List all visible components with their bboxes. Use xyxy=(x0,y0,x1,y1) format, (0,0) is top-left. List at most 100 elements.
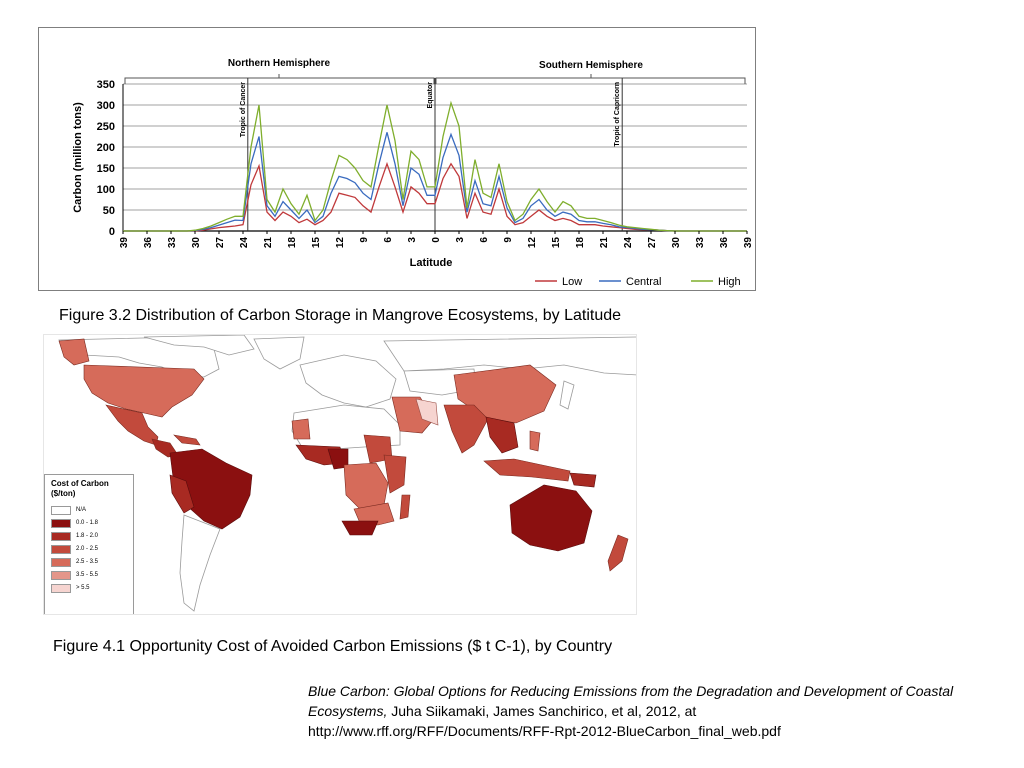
marker-label: Tropic of Capricorn xyxy=(614,82,621,147)
y-tick-label: 200 xyxy=(97,142,115,154)
x-tick-label: 36 xyxy=(719,237,730,249)
legend-row: 0.0 - 1.8 xyxy=(51,517,127,529)
x-tick-label: 21 xyxy=(599,237,610,249)
y-tick-label: 250 xyxy=(97,121,115,133)
legend-row: > 5.5 xyxy=(51,582,127,594)
legend-swatch xyxy=(51,518,71,528)
map-country-mauritania xyxy=(291,418,311,440)
reference-citation: Blue Carbon: Global Options for Reducing… xyxy=(308,681,988,741)
x-tick-label: 15 xyxy=(311,237,322,249)
x-tick-label: 24 xyxy=(623,237,634,249)
map-region-south-america-south xyxy=(179,514,221,612)
map-country-south-africa xyxy=(341,520,379,536)
legend-swatch xyxy=(51,583,71,593)
legend-swatch xyxy=(51,505,71,515)
x-tick-label: 30 xyxy=(671,237,682,249)
legend-title: Cost of Carbon ($/ton) xyxy=(51,479,109,498)
x-tick-label: 39 xyxy=(119,237,130,249)
x-tick-label: 27 xyxy=(647,237,658,249)
legend-row: 1.8 - 2.0 xyxy=(51,530,127,542)
series-line-central xyxy=(123,132,747,232)
legend-swatch xyxy=(51,557,71,567)
series-line-high xyxy=(123,100,747,232)
y-tick-label: 300 xyxy=(97,100,115,112)
legend-label-low: Low xyxy=(562,276,582,288)
legend-row: 3.5 - 5.5 xyxy=(51,569,127,581)
map-country-iran xyxy=(415,398,439,426)
map-country-alaska xyxy=(58,338,90,366)
y-tick-label: 150 xyxy=(97,163,115,175)
southern-hemisphere-bracket xyxy=(435,77,746,84)
reference-authors: Juha Siikamaki, James Sanchirico, et al,… xyxy=(387,703,697,719)
x-tick-label: 36 xyxy=(143,237,154,249)
legend-row: 2.5 - 3.5 xyxy=(51,556,127,568)
legend-label: 0.0 - 1.8 xyxy=(76,520,99,526)
southern-hemisphere-label: Southern Hemisphere xyxy=(539,60,643,71)
map-country-philippines xyxy=(529,430,541,452)
figure-3-2-caption: Figure 3.2 Distribution of Carbon Storag… xyxy=(59,307,622,324)
map-legend: Cost of Carbon ($/ton) N/A 0.0 - 1.8 1.8 -… xyxy=(44,474,134,614)
y-tick-label: 350 xyxy=(97,79,115,91)
x-tick-label: 3 xyxy=(455,237,466,243)
y-tick-label: 50 xyxy=(103,205,115,217)
x-tick-label: 3 xyxy=(407,237,418,243)
y-tick-label: 0 xyxy=(109,226,115,238)
map-country-peru xyxy=(169,474,195,514)
x-tick-label: 12 xyxy=(335,237,346,249)
x-tick-label: 18 xyxy=(287,237,298,249)
map-country-madagascar xyxy=(399,494,411,520)
y-axis-title: Carbon (million tons) xyxy=(72,102,84,213)
reference-title: Blue Carbon: Global Options for Reducing… xyxy=(308,683,954,719)
carbon-latitude-chart: 0 50 100 150 200 250 300 350 Northern Hemisphere… xyxy=(38,27,756,291)
legend-row: 2.0 - 2.5 xyxy=(51,543,127,555)
x-tick-label: 33 xyxy=(167,237,178,249)
legend-label: 2.5 - 3.5 xyxy=(76,559,99,565)
world-map-canvas xyxy=(58,335,636,612)
northern-hemisphere-label: Northern Hemisphere xyxy=(228,58,331,69)
legend-label: 1.8 - 2.0 xyxy=(76,533,99,539)
x-tick-label: 9 xyxy=(503,237,514,243)
map-country-canada-islands xyxy=(143,335,255,356)
x-tick-label: 9 xyxy=(359,237,370,243)
x-tick-label: 30 xyxy=(191,237,202,249)
map-region-europe xyxy=(299,354,397,408)
x-axis-title: Latitude xyxy=(410,257,453,269)
map-region-caribbean xyxy=(173,434,201,446)
map-region-southeast-asia xyxy=(485,416,519,454)
reference-url[interactable]: http://www.rff.org/RFF/Documents/RFF-Rpt… xyxy=(308,723,781,739)
legend-label: 2.0 - 2.5 xyxy=(76,546,99,552)
map-region-southern-africa xyxy=(353,502,395,526)
world-carbon-cost-map: Cost of Carbon ($/ton) N/A 0.0 - 1.8 1.8 -… xyxy=(43,334,637,615)
map-region-russia xyxy=(383,336,636,376)
y-tick-label: 100 xyxy=(97,184,115,196)
legend-label-central: Central xyxy=(626,276,661,288)
marker-label: Tropic of Cancer xyxy=(240,82,247,138)
legend-swatch xyxy=(51,544,71,554)
x-tick-label: 18 xyxy=(575,237,586,249)
map-country-usa xyxy=(83,364,205,418)
northern-hemisphere-bracket xyxy=(124,77,435,84)
legend-row: N/A xyxy=(51,504,127,516)
x-tick-label: 0 xyxy=(431,237,442,243)
map-country-new-zealand xyxy=(607,534,629,572)
map-country-china xyxy=(453,364,557,424)
x-tick-label: 27 xyxy=(215,237,226,249)
x-tick-label: 15 xyxy=(551,237,562,249)
map-country-papua-new-guinea xyxy=(569,472,597,488)
legend-label: 3.5 - 5.5 xyxy=(76,572,99,578)
x-tick-label: 33 xyxy=(695,237,706,249)
map-region-greenland xyxy=(253,336,305,370)
x-tick-label: 39 xyxy=(743,237,754,249)
legend-label: N/A xyxy=(76,507,87,513)
legend-rows: N/A 0.0 - 1.8 1.8 - 2.0 2.0 - 2.5 2.5 - 3.5 3… xyxy=(51,504,127,594)
x-tick-label: 6 xyxy=(479,237,490,243)
map-country-japan xyxy=(559,380,575,410)
legend-label-high: High xyxy=(718,276,741,288)
x-tick-label: 21 xyxy=(263,237,274,249)
legend-swatch xyxy=(51,570,71,580)
map-country-australia xyxy=(509,484,593,552)
map-region-east-africa xyxy=(383,454,407,494)
x-tick-label: 6 xyxy=(383,237,394,243)
legend-label: > 5.5 xyxy=(76,585,90,591)
